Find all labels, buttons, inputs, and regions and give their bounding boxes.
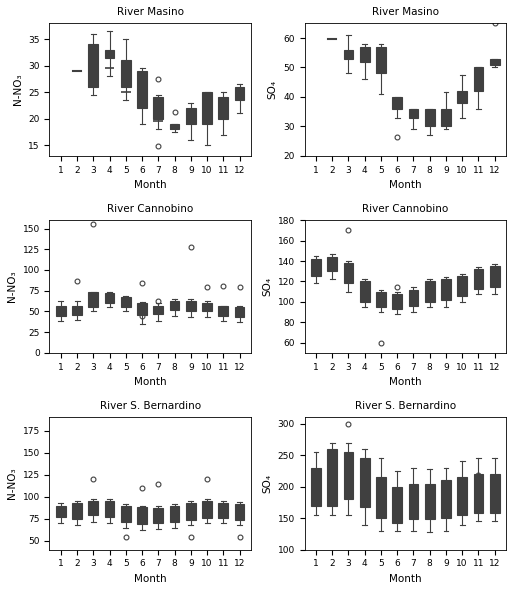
PathPatch shape	[490, 59, 500, 64]
PathPatch shape	[56, 306, 66, 316]
PathPatch shape	[311, 259, 321, 277]
PathPatch shape	[360, 47, 369, 61]
PathPatch shape	[137, 508, 147, 524]
PathPatch shape	[219, 503, 228, 518]
PathPatch shape	[105, 293, 114, 303]
PathPatch shape	[219, 98, 228, 119]
PathPatch shape	[344, 452, 353, 499]
X-axis label: Month: Month	[134, 180, 167, 190]
PathPatch shape	[392, 486, 402, 523]
PathPatch shape	[392, 97, 402, 109]
PathPatch shape	[457, 91, 467, 103]
PathPatch shape	[88, 44, 98, 87]
PathPatch shape	[105, 50, 114, 58]
Y-axis label: N-NO₃: N-NO₃	[7, 271, 17, 303]
PathPatch shape	[473, 474, 483, 513]
PathPatch shape	[137, 71, 147, 108]
PathPatch shape	[234, 504, 245, 519]
PathPatch shape	[311, 467, 321, 506]
PathPatch shape	[153, 98, 163, 119]
PathPatch shape	[202, 303, 212, 311]
PathPatch shape	[490, 266, 500, 287]
PathPatch shape	[408, 290, 418, 306]
PathPatch shape	[153, 508, 163, 523]
Y-axis label: N-NO₃: N-NO₃	[13, 74, 23, 105]
PathPatch shape	[170, 124, 180, 129]
PathPatch shape	[376, 291, 386, 307]
PathPatch shape	[473, 269, 483, 288]
PathPatch shape	[457, 477, 467, 515]
PathPatch shape	[234, 307, 245, 317]
PathPatch shape	[441, 280, 451, 300]
PathPatch shape	[186, 108, 195, 124]
PathPatch shape	[327, 257, 337, 271]
Title: River S. Bernardino: River S. Bernardino	[355, 401, 456, 411]
PathPatch shape	[441, 109, 451, 126]
PathPatch shape	[376, 477, 386, 518]
Title: River Masino: River Masino	[372, 7, 439, 17]
PathPatch shape	[473, 67, 483, 91]
PathPatch shape	[425, 109, 435, 126]
Title: River Masino: River Masino	[117, 7, 184, 17]
Y-axis label: N-NO₃: N-NO₃	[7, 467, 17, 499]
PathPatch shape	[170, 301, 180, 310]
X-axis label: Month: Month	[134, 377, 167, 387]
PathPatch shape	[425, 483, 435, 519]
PathPatch shape	[219, 306, 228, 316]
Title: River Cannobino: River Cannobino	[107, 204, 193, 214]
PathPatch shape	[234, 87, 245, 100]
PathPatch shape	[344, 50, 353, 59]
PathPatch shape	[441, 480, 451, 518]
PathPatch shape	[408, 109, 418, 118]
PathPatch shape	[137, 303, 147, 314]
PathPatch shape	[186, 301, 195, 311]
PathPatch shape	[202, 501, 212, 518]
PathPatch shape	[376, 47, 386, 73]
PathPatch shape	[170, 506, 180, 522]
Title: River Cannobino: River Cannobino	[362, 204, 448, 214]
PathPatch shape	[153, 306, 163, 314]
PathPatch shape	[186, 503, 195, 519]
PathPatch shape	[490, 474, 500, 513]
PathPatch shape	[72, 306, 82, 314]
PathPatch shape	[360, 281, 369, 302]
X-axis label: Month: Month	[134, 574, 167, 584]
Y-axis label: SO₄: SO₄	[268, 80, 278, 99]
PathPatch shape	[360, 458, 369, 507]
Y-axis label: SO₄: SO₄	[262, 474, 272, 493]
PathPatch shape	[121, 506, 131, 521]
PathPatch shape	[56, 506, 66, 517]
PathPatch shape	[425, 281, 435, 302]
PathPatch shape	[408, 483, 418, 519]
PathPatch shape	[202, 92, 212, 124]
PathPatch shape	[88, 501, 98, 515]
PathPatch shape	[72, 503, 82, 519]
X-axis label: Month: Month	[389, 180, 422, 190]
PathPatch shape	[392, 294, 402, 309]
Title: River S. Bernardino: River S. Bernardino	[100, 401, 201, 411]
PathPatch shape	[457, 277, 467, 296]
X-axis label: Month: Month	[389, 377, 422, 387]
PathPatch shape	[121, 297, 131, 307]
PathPatch shape	[105, 501, 114, 517]
PathPatch shape	[327, 449, 337, 506]
PathPatch shape	[88, 293, 98, 307]
X-axis label: Month: Month	[389, 574, 422, 584]
PathPatch shape	[121, 60, 131, 87]
Y-axis label: SO₄: SO₄	[262, 277, 272, 296]
PathPatch shape	[344, 263, 353, 284]
